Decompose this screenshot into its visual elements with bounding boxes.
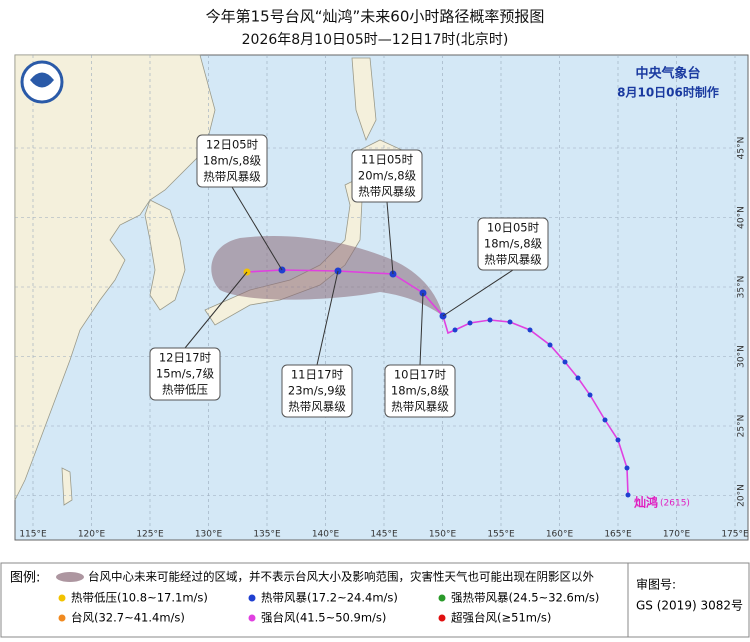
legend-dot (58, 614, 66, 622)
legend-cone-icon (56, 572, 84, 582)
legend-dot (438, 594, 446, 602)
lat-label: 40°N (737, 206, 747, 229)
legend-title: 图例: (10, 571, 40, 586)
storm-number: (2615) (660, 499, 690, 509)
legend-text: 强台风(41.5~50.9m/s) (261, 611, 386, 625)
forecast-level: 热带风暴级 (484, 253, 542, 267)
forecast-wind: 23m/s,9级 (288, 384, 347, 398)
forecast-box (477, 217, 549, 271)
forecast-wind: 20m/s,8级 (358, 169, 417, 183)
legend-dot (58, 594, 66, 602)
forecast-wind: 18m/s,8级 (203, 154, 262, 168)
lon-label: 170°E (663, 530, 691, 540)
approval-number: GS (2019) 3082号 (636, 599, 743, 613)
forecast-level: 热带低压 (162, 383, 208, 397)
legend-frame (0, 562, 750, 638)
forecast-box (149, 347, 221, 401)
legend-dot (438, 614, 446, 622)
taiwan (61, 467, 73, 506)
lon-label: 135°E (253, 530, 281, 540)
lon-label: 160°E (546, 530, 574, 540)
forecast-time: 10日17时 (394, 368, 447, 382)
lon-label: 115°E (19, 530, 47, 540)
leader-line (316, 270, 339, 366)
lon-label: 120°E (78, 530, 106, 540)
forecast-box (196, 134, 268, 188)
legend-dot (248, 594, 256, 602)
lat-label: 30°N (737, 345, 747, 368)
forecast-time: 10日05时 (487, 221, 540, 235)
forecast-time: 11日17时 (291, 368, 344, 382)
lon-label: 130°E (195, 530, 223, 540)
legend-dot (248, 614, 256, 622)
issued: 8月10日06时制作 (617, 85, 719, 100)
lon-label: 175°E (721, 530, 749, 540)
forecast-wind: 18m/s,8级 (484, 237, 543, 251)
legend-text: 强热带风暴(24.5~32.6m/s) (451, 591, 599, 605)
legend-text: 热带风暴(17.2~24.4m/s) (261, 591, 398, 605)
agency: 中央气象台 (635, 66, 700, 82)
lon-label: 165°E (604, 530, 632, 540)
forecast-time: 12日17时 (159, 351, 212, 365)
lon-label: 140°E (312, 530, 340, 540)
sakhalin (351, 57, 377, 142)
leader-line (419, 292, 424, 366)
lat-label: 45°N (737, 137, 747, 160)
forecast-level: 热带风暴级 (288, 400, 346, 414)
forecast-box (281, 364, 353, 418)
legend-text: 台风(32.7~41.4m/s) (71, 611, 185, 625)
forecast-level: 热带风暴级 (358, 185, 416, 199)
forecast-level: 热带风暴级 (391, 400, 449, 414)
legend: 图例: 台风中心未来可能经过的区域，并不表示台风大小及影响范围，灾害性天气也可能… (0, 562, 750, 638)
forecast-time: 11日05时 (361, 153, 414, 167)
legend-text: 热带低压(10.8~17.1m/s) (71, 591, 208, 605)
leader-line (231, 186, 283, 271)
lat-label: 20°N (737, 484, 747, 507)
lon-label: 125°E (136, 530, 164, 540)
lon-label: 155°E (487, 530, 515, 540)
logo-mark (30, 72, 54, 88)
lat-label: 25°N (737, 415, 747, 438)
lon-label: 150°E (429, 530, 457, 540)
subtitle: 2026年8月10日05时—12日17时(北京时) (242, 32, 509, 48)
approval-label: 审图号: (636, 577, 676, 592)
leader-line (184, 271, 248, 349)
map: 115°E 120°E 125°E 130°E 135°E 140°E 145°E 150°E… (14, 54, 749, 541)
leader-line (386, 201, 394, 275)
korea (144, 199, 186, 311)
title: 今年第15号台风“灿鸿”未来60小时路径概率预报图 (206, 8, 545, 26)
storm-name: 灿鸿 (634, 495, 658, 510)
legend-text: 超强台风(≥51m/s) (451, 611, 551, 625)
forecast-box (384, 364, 456, 418)
forecast-level: 热带风暴级 (203, 170, 261, 184)
probability-cone (211, 235, 443, 316)
forecast-wind: 18m/s,8级 (391, 384, 450, 398)
forecast-time: 12日05时 (206, 138, 259, 152)
past-points (452, 317, 631, 498)
forecast-wind: 15m/s,7级 (156, 367, 215, 381)
lat-label: 35°N (737, 276, 747, 299)
forecast-box (351, 149, 423, 203)
leader-line (442, 269, 514, 317)
legend-cone: 台风中心未来可能经过的区域，并不表示台风大小及影响范围，灾害性天气也可能出现在阴… (88, 570, 594, 584)
lon-label: 145°E (370, 530, 398, 540)
forecast-track (246, 269, 444, 317)
